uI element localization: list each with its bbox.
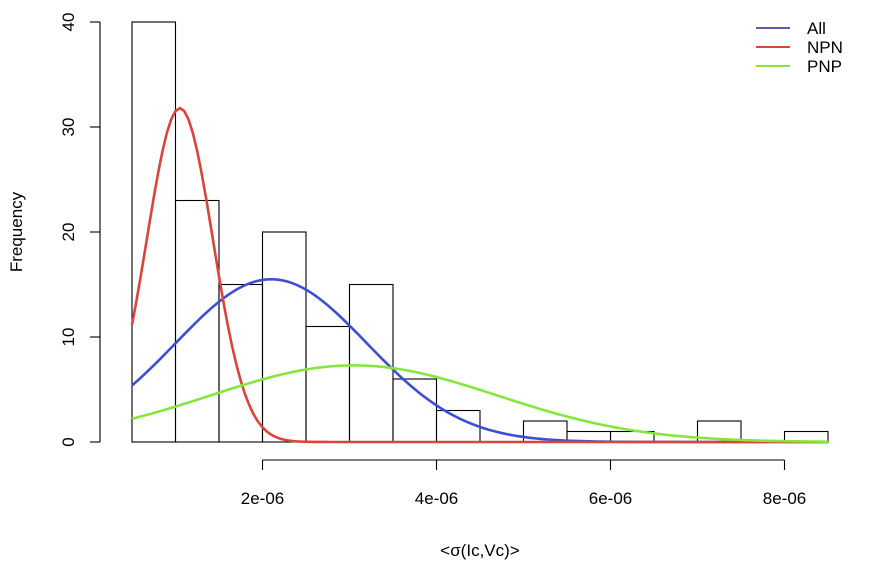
x-tick-label: 8e-06	[763, 489, 806, 508]
histogram-bar	[435, 409, 481, 443]
x-axis-title: <σ(Ic,Vc)>	[440, 541, 520, 560]
x-axis: 2e-06 4e-06 6e-06 8e-06	[241, 459, 806, 508]
y-tick-label: 40	[59, 13, 78, 32]
curve-npn	[130, 106, 828, 444]
y-tick-label: 10	[59, 328, 78, 347]
curve-pnp	[131, 364, 829, 443]
legend-label-npn: NPN	[807, 38, 843, 57]
y-tick-label: 30	[59, 118, 78, 137]
y-axis: 0 10 20 30 40	[59, 13, 101, 447]
density-curves	[130, 106, 829, 444]
x-tick-label: 6e-06	[589, 489, 632, 508]
histogram-bar	[261, 231, 307, 443]
legend-label-all: All	[807, 19, 826, 38]
histogram-bars	[131, 21, 829, 443]
histogram-bar	[305, 325, 351, 443]
legend-label-pnp: PNP	[807, 57, 842, 76]
y-tick-label: 0	[59, 437, 78, 446]
y-axis-title: Frequency	[7, 191, 26, 272]
x-tick-label: 4e-06	[415, 489, 458, 508]
y-tick-label: 20	[59, 223, 78, 242]
x-tick-label: 2e-06	[241, 489, 284, 508]
